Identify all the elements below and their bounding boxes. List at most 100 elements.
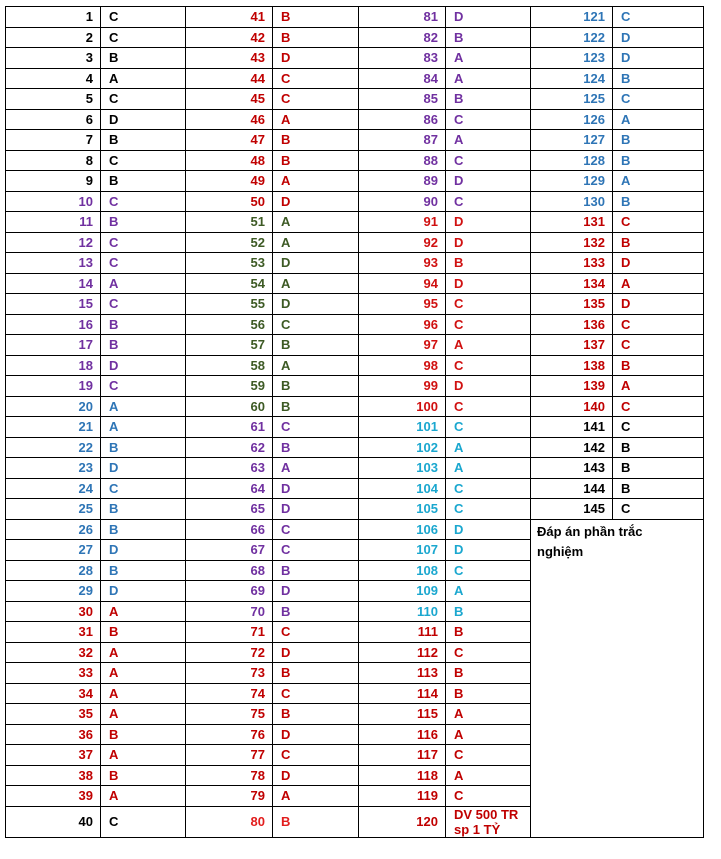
question-number: 88 (358, 149, 446, 171)
question-number: 35 (5, 703, 101, 725)
answer: B (612, 149, 704, 171)
answer: D (445, 518, 531, 540)
question-number: 90 (358, 190, 446, 212)
answer: B (100, 436, 186, 458)
question-number: 55 (185, 293, 273, 315)
answer: B (612, 436, 704, 458)
question-number: 58 (185, 354, 273, 376)
question-number: 85 (358, 88, 446, 110)
answer: B (612, 190, 704, 212)
answer: C (272, 682, 359, 704)
answer: A (100, 662, 186, 684)
answer: B (272, 26, 359, 48)
question-number: 136 (530, 313, 613, 335)
question-number: 71 (185, 621, 273, 643)
question-number: 2 (5, 26, 101, 48)
question-number: 143 (530, 457, 613, 479)
question-number: 74 (185, 682, 273, 704)
question-number: 129 (530, 170, 613, 192)
answer: D (445, 231, 531, 253)
question-number: 37 (5, 744, 101, 766)
answer: D (445, 170, 531, 192)
answer: B (612, 477, 704, 499)
answer: B (445, 88, 531, 110)
question-number: 108 (358, 559, 446, 581)
answer: B (272, 334, 359, 356)
question-number: 101 (358, 416, 446, 438)
answer: C (272, 88, 359, 110)
question-number: 17 (5, 334, 101, 356)
question-number: 98 (358, 354, 446, 376)
question-number: 60 (185, 395, 273, 417)
question-number: 121 (530, 6, 613, 28)
question-number: 78 (185, 764, 273, 786)
question-number: 128 (530, 149, 613, 171)
answer: B (445, 621, 531, 643)
table-row: 10 C 50 D 90 C 130 B (5, 190, 704, 212)
question-number: 48 (185, 149, 273, 171)
answer: C (100, 293, 186, 315)
table-row: 3 B 43 D 83 A 123 D (5, 47, 704, 69)
answer: A (445, 129, 531, 151)
answer: C (612, 334, 704, 356)
answer: B (445, 682, 531, 704)
question-number: 110 (358, 600, 446, 622)
table-row: 9 B 49 A 89 D 129 A (5, 170, 704, 192)
question-number: 87 (358, 129, 446, 151)
answer: B (100, 518, 186, 540)
answer: C (272, 67, 359, 89)
answer: B (100, 129, 186, 151)
table-row: 33 A 73 B 113 B (5, 662, 704, 684)
answer: C (100, 231, 186, 253)
answer: C (272, 621, 359, 643)
answer: A (100, 600, 186, 622)
answer: D (100, 457, 186, 479)
table-row: 6 D 46 A 86 C 126 A (5, 108, 704, 130)
question-number: 137 (530, 334, 613, 356)
question-number: 83 (358, 47, 446, 69)
table-row: 31 B 71 C 111 B (5, 621, 704, 643)
question-number: 67 (185, 539, 273, 561)
question-number: 45 (185, 88, 273, 110)
table-row: 21 A 61 C 101 C 141 C (5, 416, 704, 438)
question-number: 145 (530, 498, 613, 520)
answer: B (272, 600, 359, 622)
question-number: 140 (530, 395, 613, 417)
answer: A (445, 723, 531, 745)
answer: C (272, 416, 359, 438)
table-body: 1 C 41 B 81 D 121 C 2 C 42 B 82 B 122 D 3 B 43 D 83 A 123 D 4 A 44… (5, 6, 704, 838)
table-row: 19 C 59 B 99 D 139 A (5, 375, 704, 397)
answer: B (100, 313, 186, 335)
answer: B (100, 723, 186, 745)
question-number: 22 (5, 436, 101, 458)
table-row: 8 C 48 B 88 C 128 B (5, 149, 704, 171)
answer: B (100, 621, 186, 643)
question-number: 1 (5, 6, 101, 28)
answer: A (100, 67, 186, 89)
question-number: 97 (358, 334, 446, 356)
question-number: 94 (358, 272, 446, 294)
question-number: 82 (358, 26, 446, 48)
table-row: 37 A 77 C 117 C (5, 744, 704, 766)
question-number: 57 (185, 334, 273, 356)
answer: D (272, 764, 359, 786)
question-number: 111 (358, 621, 446, 643)
answer: C (445, 108, 531, 130)
answer: D (445, 211, 531, 233)
question-number: 46 (185, 108, 273, 130)
answer: C (445, 559, 531, 581)
answer: C (100, 26, 186, 48)
question-number: 31 (5, 621, 101, 643)
question-number: 100 (358, 395, 446, 417)
question-number: 142 (530, 436, 613, 458)
answer: C (100, 190, 186, 212)
question-number: 132 (530, 231, 613, 253)
question-number: 52 (185, 231, 273, 253)
question-number: 131 (530, 211, 613, 233)
answer: B (100, 764, 186, 786)
answer: A (445, 580, 531, 602)
answer: C (445, 641, 531, 663)
question-number: 112 (358, 641, 446, 663)
answer: B (445, 600, 531, 622)
